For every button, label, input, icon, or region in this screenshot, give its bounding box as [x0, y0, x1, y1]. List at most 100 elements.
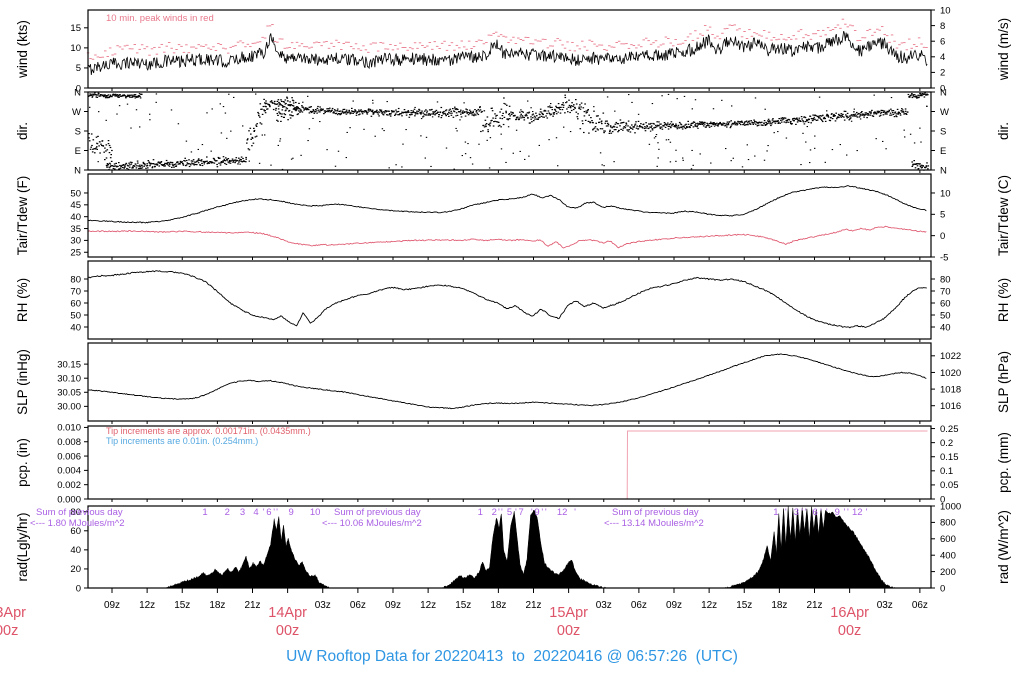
series-wind-direction — [563, 126, 565, 128]
series-wind-direction — [894, 112, 896, 114]
series-wind-direction — [260, 123, 263, 125]
series-wind-direction — [105, 119, 107, 121]
series-wind-direction — [633, 126, 635, 128]
series-wind-direction — [114, 165, 116, 167]
series-wind-direction — [600, 120, 603, 122]
series-peak-winds — [598, 44, 601, 46]
series-wind-direction — [196, 164, 198, 166]
mj-mark-day1: 2 — [225, 507, 230, 518]
series-peak-winds — [295, 41, 299, 43]
series-wind-direction — [303, 109, 305, 111]
series-wind-direction — [675, 123, 677, 125]
series-wind-direction — [342, 108, 345, 111]
series-peak-winds — [477, 39, 481, 41]
series-wind-direction — [525, 113, 528, 115]
series-wind-direction — [507, 118, 509, 120]
series-wind-direction — [558, 106, 561, 108]
mj-mark-day3: ' — [785, 507, 787, 518]
series-wind-direction — [682, 157, 684, 159]
series-wind-direction — [901, 111, 903, 113]
series-peak-winds — [288, 46, 291, 48]
series-wind-direction — [654, 126, 657, 129]
series-wind-direction — [149, 163, 152, 165]
series-wind-direction — [280, 120, 282, 122]
series-wind-direction — [455, 127, 457, 129]
series-wind-direction — [821, 120, 824, 123]
series-peak-winds — [332, 46, 336, 47]
series-wind-direction — [519, 115, 522, 117]
series-wind-direction — [899, 114, 902, 116]
series-wind-direction — [616, 126, 618, 128]
series-wind-direction — [722, 124, 724, 126]
series-wind-direction — [141, 93, 143, 95]
tick-label-right: 0 — [940, 494, 945, 505]
series-wind-direction — [832, 115, 835, 117]
tick-label-right: 0.2 — [940, 438, 953, 449]
series-wind-direction — [656, 124, 659, 126]
series-wind-direction — [251, 136, 254, 139]
series-wind-direction — [131, 94, 134, 96]
series-wind-direction — [597, 115, 599, 117]
series-peak-winds — [563, 47, 567, 49]
series-wind-direction — [774, 122, 777, 124]
series-wind-direction — [721, 99, 723, 101]
series-wind-direction — [664, 123, 667, 125]
series-wind-direction — [120, 165, 123, 167]
series-peak-winds — [327, 47, 331, 49]
series-wind-direction — [437, 116, 440, 118]
series-peak-winds — [605, 49, 609, 51]
series-peak-winds — [804, 34, 808, 36]
series-wind-direction — [846, 154, 848, 156]
series-peak-winds — [922, 46, 926, 48]
series-wind-direction — [280, 115, 283, 118]
series-peak-winds — [219, 44, 223, 45]
series-wind-direction — [914, 95, 917, 97]
series-wind-direction — [676, 128, 679, 130]
series-wind-direction — [759, 122, 762, 124]
series-wind-direction — [250, 138, 252, 140]
series-peak-winds — [531, 43, 535, 45]
series-wind-direction — [902, 111, 905, 113]
series-wind-direction — [537, 117, 540, 119]
series-wind-direction — [454, 108, 456, 110]
series-wind-direction — [503, 102, 505, 104]
series-wind-direction — [118, 105, 121, 107]
series-wind-direction — [461, 112, 464, 114]
series-wind-direction — [805, 141, 807, 143]
series-wind-direction — [559, 108, 561, 111]
series-wind-direction — [629, 126, 631, 128]
series-wind-direction — [123, 94, 126, 96]
series-wind-direction — [668, 124, 670, 126]
series-wind-direction — [104, 97, 107, 99]
series-wind-direction — [380, 111, 383, 113]
tick-label-left: 0.004 — [57, 466, 81, 477]
series-wind-direction — [226, 159, 228, 161]
series-wind-direction — [281, 104, 283, 107]
series-wind-direction — [106, 163, 109, 165]
series-wind-direction — [483, 126, 486, 128]
series-peak-winds — [760, 35, 763, 37]
series-wind-direction — [279, 102, 281, 105]
series-wind-direction — [116, 94, 119, 96]
series-wind-direction — [374, 135, 376, 137]
tick-label-right: 200 — [940, 567, 956, 578]
series-wind-direction — [655, 126, 658, 128]
series-wind-direction — [105, 96, 107, 98]
series-wind-direction — [358, 114, 360, 116]
tick-label-left: 30 — [70, 236, 81, 247]
series-wind-direction — [877, 111, 880, 113]
series-wind-direction — [904, 136, 906, 138]
series-wind-direction — [297, 106, 299, 109]
series-wind-direction — [91, 93, 93, 95]
series-wind-direction — [395, 164, 397, 166]
series-wind-direction — [380, 109, 383, 111]
series-wind-direction — [378, 115, 380, 117]
series-peak-winds — [487, 34, 491, 36]
series-wind-direction — [201, 144, 204, 146]
tick-label-right: 1020 — [940, 368, 961, 379]
series-wind-direction — [792, 118, 794, 120]
tick-label-right: 0.25 — [940, 424, 959, 435]
series-wind-direction — [336, 110, 339, 112]
series-wind-direction — [335, 112, 338, 114]
series-wind-direction — [739, 121, 742, 123]
